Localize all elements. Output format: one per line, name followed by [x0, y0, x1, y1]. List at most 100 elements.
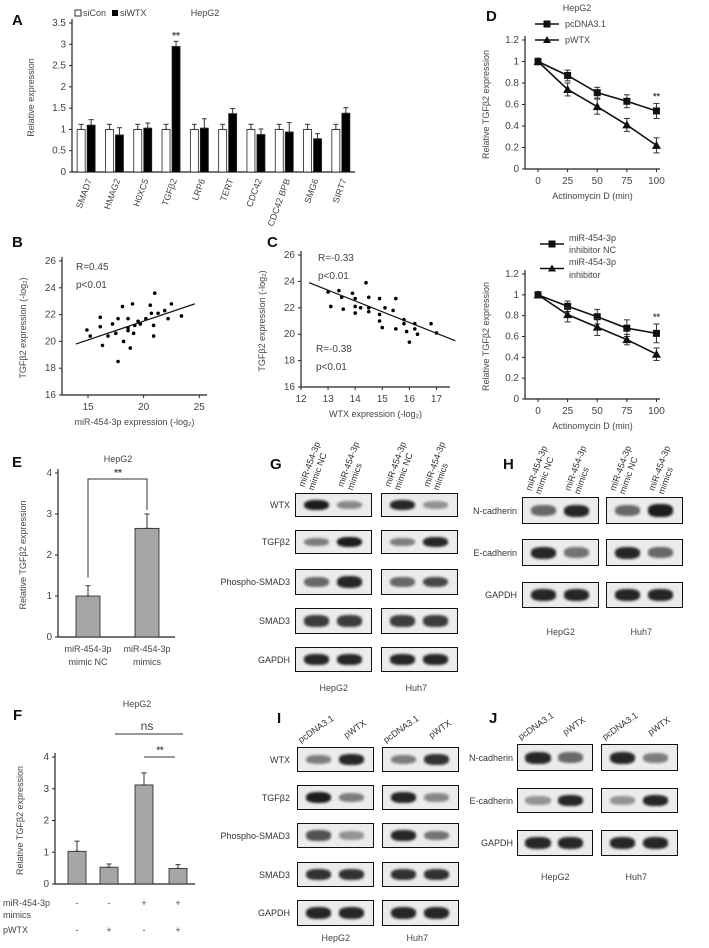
protein-band: [303, 576, 329, 588]
data-point: [394, 327, 398, 331]
blot-box: [382, 747, 459, 772]
x-tick-label: 0: [535, 176, 541, 187]
protein-band: [557, 752, 584, 763]
bar: [256, 134, 266, 173]
y-tick-label: 0: [46, 632, 52, 643]
protein-band: [609, 796, 635, 805]
significance-bracket: [87, 478, 148, 578]
blot-box: [297, 823, 374, 848]
cell-line-label: Huh7: [406, 933, 429, 943]
chart-title: HepG2: [104, 454, 133, 464]
blot-box: [381, 608, 458, 634]
protein-band: [390, 907, 416, 919]
y-axis-label: Relative TGFβ2 expression: [15, 766, 25, 875]
x-tick-label: 20: [138, 402, 150, 413]
triangle-marker: [592, 102, 602, 111]
x-axis-label: WTX expression (-log₂): [329, 409, 422, 419]
x-tick-label: 17: [431, 394, 443, 405]
y-tick-label: 2: [60, 82, 66, 93]
cell-line-label: Huh7: [625, 872, 648, 882]
data-point: [377, 319, 382, 323]
blot-box: [381, 569, 458, 595]
blot-box: [382, 900, 459, 926]
y-tick-label: 1.5: [52, 103, 66, 114]
cell-line-label: HepG2: [546, 627, 576, 637]
protein-band: [423, 830, 449, 841]
protein-band: [389, 499, 415, 511]
data-point: [380, 325, 385, 330]
protein-band: [642, 794, 668, 806]
protein-band: [338, 792, 364, 803]
cell-line-label: HepG2: [541, 872, 570, 882]
significance-label: **: [172, 31, 180, 42]
blot-box: [297, 862, 374, 887]
triangle-marker: [563, 310, 573, 319]
protein-band: [642, 752, 668, 763]
x-tick-label: 13: [323, 394, 335, 405]
blot-box: [517, 830, 593, 856]
y-tick-label: 0: [43, 879, 49, 890]
triangle-marker: [563, 84, 573, 93]
blot-box: [606, 539, 683, 566]
protein-band: [609, 837, 635, 849]
data-point: [350, 291, 355, 296]
panel-label-g: G: [270, 456, 282, 473]
stat-label: p<0.01: [318, 271, 349, 282]
legend-label-sicon: siCon: [83, 8, 106, 18]
blot-box: [601, 744, 678, 771]
data-point: [358, 306, 363, 310]
data-point: [149, 311, 154, 316]
data-point: [98, 324, 103, 329]
bar: [75, 595, 101, 638]
panel-label-f: F: [13, 707, 23, 724]
chart-d: 0 0.2 0.4 0.6 0.8 1 1.2 0 25 50 75 100 Relative TGFβ…: [481, 3, 665, 201]
data-point: [126, 328, 130, 333]
data-point: [120, 304, 125, 309]
x-tick-label: 100: [648, 406, 665, 417]
protein-band: [525, 837, 551, 849]
triangle-marker: [622, 335, 632, 344]
category-label: SMAD7: [74, 177, 94, 210]
bar: [313, 138, 322, 173]
bar: [143, 127, 153, 173]
category-label: miR-454-3p: [64, 644, 111, 654]
condition-sign: -: [76, 925, 79, 935]
x-tick-label: 16: [404, 394, 416, 405]
data-point: [341, 307, 346, 311]
data-point: [130, 302, 135, 306]
cell-line-label: Huh7: [630, 627, 653, 637]
blot-row-label: E-cadherin: [473, 547, 517, 558]
legend-label: miR-454-3p: [569, 257, 616, 267]
blot-box: [295, 493, 372, 517]
y-tick-label: 20: [284, 329, 296, 340]
square-marker: [623, 97, 631, 105]
data-point: [98, 315, 103, 320]
bar: [171, 46, 181, 173]
data-point: [114, 331, 118, 336]
bar: [218, 129, 228, 173]
data-point: [429, 321, 433, 326]
blot-row-label: E-cadherin: [469, 795, 513, 806]
legend-label: inhibitor NC: [569, 245, 617, 255]
protein-band: [303, 537, 329, 547]
y-tick-label: 0.5: [52, 146, 66, 157]
bar: [67, 850, 87, 885]
protein-band: [338, 907, 364, 919]
protein-band: [525, 796, 551, 805]
blot-row-label: N-cadherin: [472, 505, 517, 516]
stat-label: R=0.45: [76, 262, 109, 273]
y-tick-label: 24: [284, 276, 296, 287]
x-tick-label: 25: [194, 402, 206, 413]
protein-band: [530, 505, 556, 516]
protein-band: [422, 500, 448, 510]
square-marker: [593, 313, 601, 321]
blot-row-label: GAPDH: [257, 908, 290, 918]
data-point: [169, 302, 174, 306]
category-label: HMAG2: [102, 177, 122, 211]
triangle-marker: [651, 140, 661, 149]
blot-row-label: SMAD3: [258, 616, 290, 626]
protein-band: [422, 536, 448, 548]
blot-box: [522, 539, 599, 566]
data-point: [407, 340, 412, 344]
